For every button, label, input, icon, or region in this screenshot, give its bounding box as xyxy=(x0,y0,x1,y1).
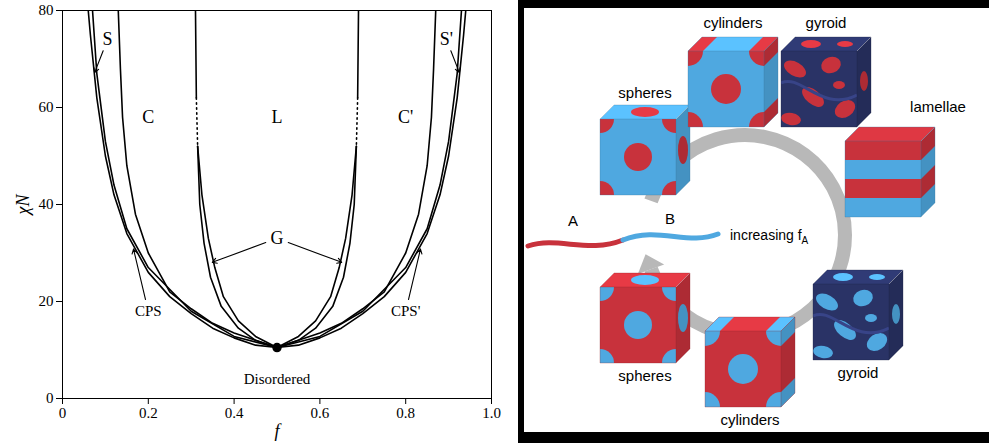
svg-text:0.4: 0.4 xyxy=(225,405,244,421)
svg-text:χN: χN xyxy=(13,194,33,217)
svg-text:80: 80 xyxy=(39,2,54,18)
svg-text:Disordered: Disordered xyxy=(244,371,311,387)
svg-text:gyroid: gyroid xyxy=(838,364,879,381)
svg-text:G: G xyxy=(271,228,284,248)
svg-text:spheres: spheres xyxy=(618,367,671,384)
svg-text:C': C' xyxy=(398,107,413,127)
svg-text:cylinders: cylinders xyxy=(720,411,779,428)
svg-text:0: 0 xyxy=(46,390,54,406)
svg-text:0.8: 0.8 xyxy=(396,405,415,421)
svg-text:lamellae: lamellae xyxy=(910,98,966,115)
svg-text:S': S' xyxy=(440,29,453,49)
svg-text:CPS': CPS' xyxy=(391,303,421,319)
svg-text:0.2: 0.2 xyxy=(139,405,158,421)
svg-text:CPS: CPS xyxy=(135,303,162,319)
svg-text:spheres: spheres xyxy=(618,84,671,101)
svg-text:A: A xyxy=(568,212,578,229)
svg-text:40: 40 xyxy=(39,196,54,212)
svg-text:f: f xyxy=(274,421,282,441)
svg-text:increasing fA: increasing fA xyxy=(730,227,809,246)
svg-text:B: B xyxy=(665,210,675,227)
svg-text:L: L xyxy=(272,107,283,127)
svg-text:0.6: 0.6 xyxy=(311,405,330,421)
svg-text:0: 0 xyxy=(59,405,67,421)
svg-text:60: 60 xyxy=(39,99,54,115)
svg-text:20: 20 xyxy=(39,293,54,309)
svg-text:gyroid: gyroid xyxy=(806,14,847,31)
svg-text:S: S xyxy=(103,29,113,49)
svg-text:1.0: 1.0 xyxy=(482,405,501,421)
svg-text:cylinders: cylinders xyxy=(703,14,762,31)
svg-text:C: C xyxy=(142,107,154,127)
